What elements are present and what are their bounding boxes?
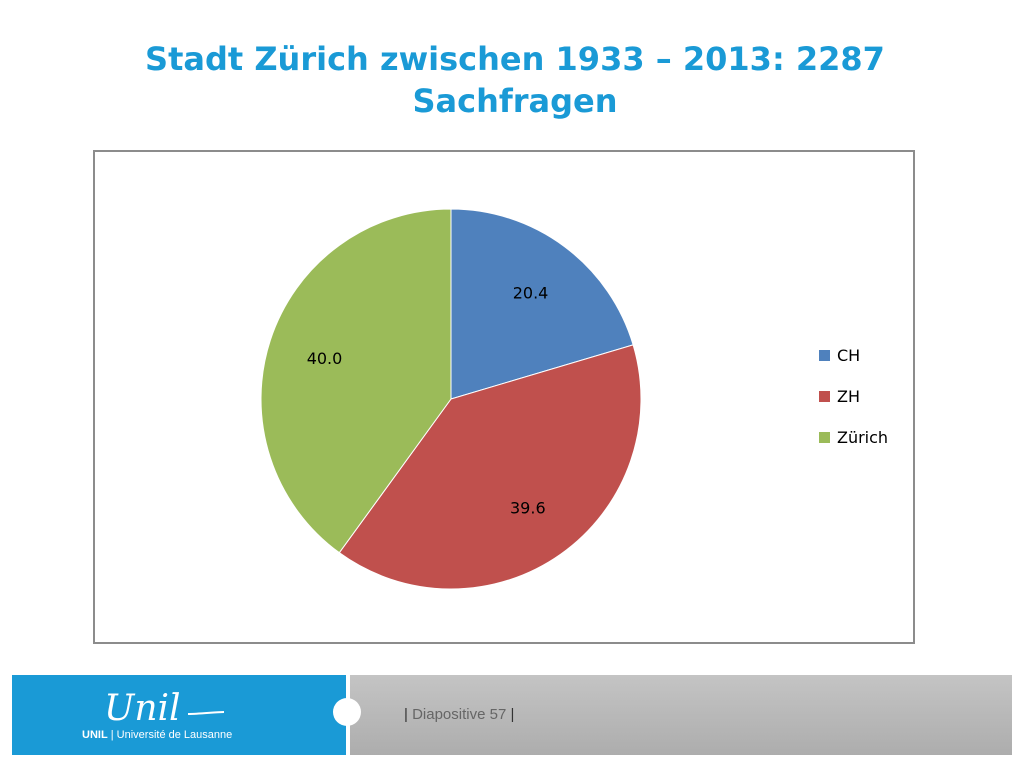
pie-chart: 20.4 39.6 40.0 CH ZH Zürich: [260, 208, 888, 590]
legend-swatch-zürich: [819, 432, 830, 443]
slide-number-bar-right: |: [510, 706, 515, 723]
institution-short: UNIL: [82, 729, 108, 741]
slide-title-line-2: Sachfragen: [412, 82, 618, 120]
chart-legend: CH ZH Zürich: [819, 346, 888, 447]
slide-title: Stadt Zürich zwischen 1933 – 2013: 2287 …: [60, 38, 970, 122]
footer-gray-band-fill: [350, 675, 1012, 755]
unil-logo-wordmark: Unil: [104, 688, 181, 728]
slide-title-line-1: Stadt Zürich zwischen 1933 – 2013: 2287: [145, 40, 885, 78]
institution-tagline: UNIL | Université de Lausanne: [82, 729, 232, 741]
legend-label-zh: ZH: [837, 387, 860, 406]
legend-label-ch: CH: [837, 346, 860, 365]
slide-number-label: Diapositive 57: [412, 706, 507, 723]
legend-swatch-zh: [819, 391, 830, 402]
data-label-ch: 20.4: [513, 283, 549, 302]
chart-frame: 20.4 39.6 40.0 CH ZH Zürich: [93, 150, 915, 644]
institution-name: Université de Lausanne: [116, 729, 233, 741]
footer-circle-ornament: [333, 698, 361, 726]
data-label-zh: 39.6: [510, 499, 546, 518]
institution-separator: |: [110, 729, 114, 741]
pie-slice-zürich: [260, 208, 452, 554]
unil-logo: Unil: [104, 688, 225, 728]
slide-number: | Diapositive 57 |: [404, 706, 514, 723]
data-label-zürich: 40.0: [307, 349, 343, 368]
pie-slice-zh: [338, 344, 642, 590]
legend-label-zürich: Zürich: [837, 428, 888, 447]
footer-brand-band: [12, 675, 346, 755]
pie-slice-ch: [450, 208, 634, 400]
pie-slices: [260, 208, 642, 590]
unil-logo-swash: [187, 711, 225, 715]
slide-number-bar-left: |: [404, 706, 408, 723]
legend-swatch-ch: [819, 350, 830, 361]
pie-data-labels: 20.4 39.6 40.0: [307, 283, 549, 517]
